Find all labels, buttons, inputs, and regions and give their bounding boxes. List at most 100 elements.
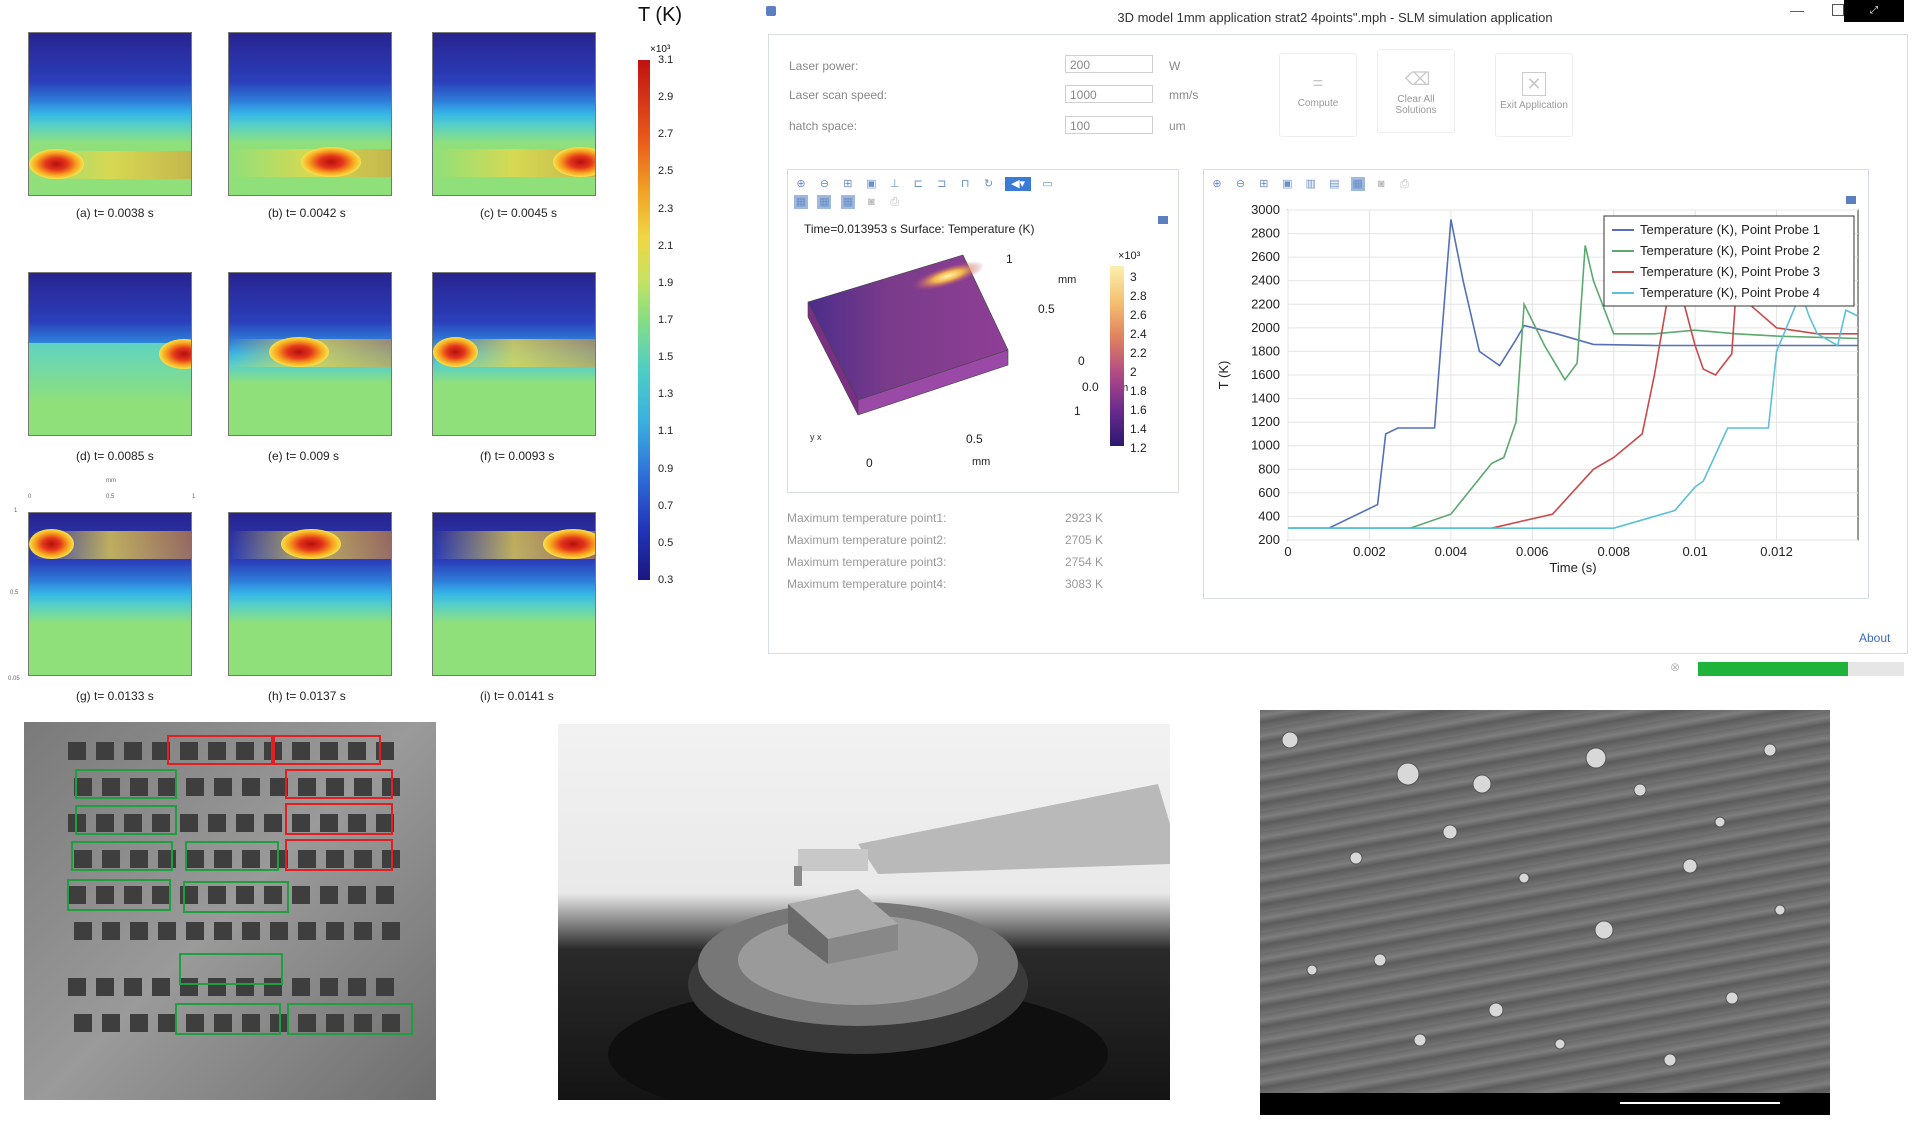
max-temp-point1-value: 2923 K (1065, 511, 1104, 525)
y-axis-label: T (K) (1216, 361, 1231, 390)
plot-3d-expand-icon[interactable] (1158, 216, 1168, 224)
scene-light-icon[interactable]: ◀▾ (1005, 177, 1032, 191)
colorbar-tick: 2.1 (658, 239, 674, 252)
specimen-cube (326, 922, 344, 940)
specimen-cube (208, 886, 226, 904)
specimen-cube (96, 886, 114, 904)
clear-solutions-button[interactable]: ⌫ Clear All Solutions (1377, 49, 1455, 133)
colorbar-tick: 0.7 (658, 499, 674, 512)
contour-plot-d (28, 272, 192, 436)
specimen-cube (354, 1014, 372, 1032)
transparency-icon[interactable]: ▦ (840, 195, 855, 209)
caption-e: (e) t= 0.009 s (268, 449, 340, 463)
specimen-cube (298, 778, 316, 796)
maximize-icon[interactable] (1832, 4, 1844, 16)
exit-application-label: Exit Application (1500, 100, 1568, 111)
zoom-box-icon[interactable]: ⊞ (1259, 178, 1269, 190)
powder-particle (1413, 1033, 1427, 1047)
render-icon[interactable]: ▦ (794, 195, 808, 209)
caption-h: (h) t= 0.0137 s (268, 689, 346, 703)
zoom-out-icon[interactable]: ⊖ (1235, 178, 1246, 190)
grid-icon[interactable]: ▥ (1305, 178, 1317, 190)
caption-g: (g) t= 0.0133 s (76, 689, 154, 703)
specimen-cube (320, 742, 338, 760)
axis-icon[interactable]: ⊥ (890, 178, 900, 190)
laser-power-label: Laser power: (789, 59, 859, 73)
laser-power-input[interactable]: 200 (1065, 55, 1153, 73)
plot-3d-colorbar-tick: 1.8 (1130, 384, 1147, 398)
specimen-cube (152, 886, 170, 904)
x-tick-label: 0.004 (1435, 544, 1468, 559)
print-icon[interactable]: ⎙ (890, 196, 900, 208)
plot-3d-axis-mm-2: mm (972, 456, 991, 468)
specimen-cube (264, 814, 282, 832)
max-temp-point2-label: Maximum temperature point2: (787, 533, 947, 547)
legend-icon[interactable]: ▦ (1350, 177, 1365, 191)
scan-speed-input[interactable]: 1000 (1065, 85, 1153, 103)
contour-plot-c (432, 32, 596, 196)
minimize-icon[interactable]: — (1790, 2, 1804, 18)
wireframe-icon[interactable]: ▦ (817, 195, 832, 209)
colorbar-tick: 3.1 (658, 54, 674, 66)
window-icon[interactable]: ▭ (1042, 178, 1053, 190)
powder-particle (1714, 816, 1726, 828)
specimen-cube (270, 922, 288, 940)
exit-application-button[interactable]: ✕ Exit Application (1495, 53, 1573, 137)
compute-button[interactable]: = Compute (1279, 53, 1357, 137)
plot-3d-colorbar-tick: 2 (1130, 365, 1137, 379)
colorbar-tick: 2.5 (658, 165, 674, 178)
powder-particle (1488, 1002, 1504, 1018)
specimen-cube (292, 742, 310, 760)
powder-particle (1281, 731, 1299, 749)
plot-3d-colorbar-tick: 2.6 (1130, 308, 1147, 322)
y-tick-label: 200 (1258, 532, 1280, 547)
view-zx-icon[interactable]: ⊓ (960, 178, 970, 190)
colorbar-tick: 0.9 (658, 462, 674, 475)
cancel-icon[interactable]: ⊗ (1670, 660, 1681, 674)
specimen-cube (152, 814, 170, 832)
close-icon[interactable]: ⤢ (1844, 0, 1904, 22)
image-snapshot-icon[interactable]: ◙ (868, 196, 875, 208)
zoom-box-icon[interactable]: ⊞ (843, 178, 853, 190)
table-icon[interactable]: ▤ (1329, 178, 1340, 190)
series-line-2 (1288, 245, 1859, 529)
print-icon[interactable]: ⎙ (1400, 178, 1410, 190)
specimen-cube (130, 1014, 148, 1032)
caption-d: (d) t= 0.0085 s (76, 449, 154, 463)
specimen-cube (68, 886, 86, 904)
contour-plot-i (432, 512, 596, 676)
axis-tick-y-half: 0.5 (10, 590, 19, 596)
specimen-cube (186, 1014, 204, 1032)
colorbar-tick: 2.9 (658, 91, 674, 104)
image-snapshot-icon[interactable]: ◙ (1377, 178, 1385, 190)
rotate-icon[interactable]: ↻ (984, 178, 994, 190)
about-link[interactable]: About (1859, 631, 1891, 645)
y-tick-label: 1800 (1251, 343, 1280, 358)
powder-particle (1554, 1038, 1566, 1050)
zoom-extents-icon[interactable]: ▣ (866, 178, 877, 190)
zoom-in-icon[interactable]: ⊕ (1212, 178, 1222, 190)
zoom-out-icon[interactable]: ⊖ (819, 178, 830, 190)
specimen-cube (208, 978, 226, 996)
legend-box (1603, 215, 1855, 307)
specimen-cube (320, 814, 338, 832)
specimen-cube (96, 742, 114, 760)
zoom-extents-icon[interactable]: ▣ (1282, 178, 1293, 190)
specimen-cube (348, 978, 366, 996)
zoom-in-icon[interactable]: ⊕ (796, 178, 806, 190)
plot-1d-expand-icon[interactable] (1846, 196, 1856, 204)
powder-particle (1633, 783, 1647, 797)
view-yz-icon[interactable]: ⊐ (937, 178, 947, 190)
colorbar-tick: 1.1 (658, 425, 674, 438)
x-tick-label: 0.01 (1682, 544, 1707, 559)
specimen-cube (124, 814, 142, 832)
y-tick-label: 1200 (1251, 414, 1280, 429)
specimen-cube (214, 778, 232, 796)
view-xy-icon[interactable]: ⊏ (913, 178, 923, 190)
x-tick-label: 0 (1284, 544, 1291, 559)
specimen-cube (102, 1014, 120, 1032)
specimen-cube (158, 922, 176, 940)
hatch-space-input[interactable]: 100 (1065, 116, 1153, 134)
specimen-cube (376, 742, 394, 760)
probe-and-chuck (608, 784, 1170, 1100)
